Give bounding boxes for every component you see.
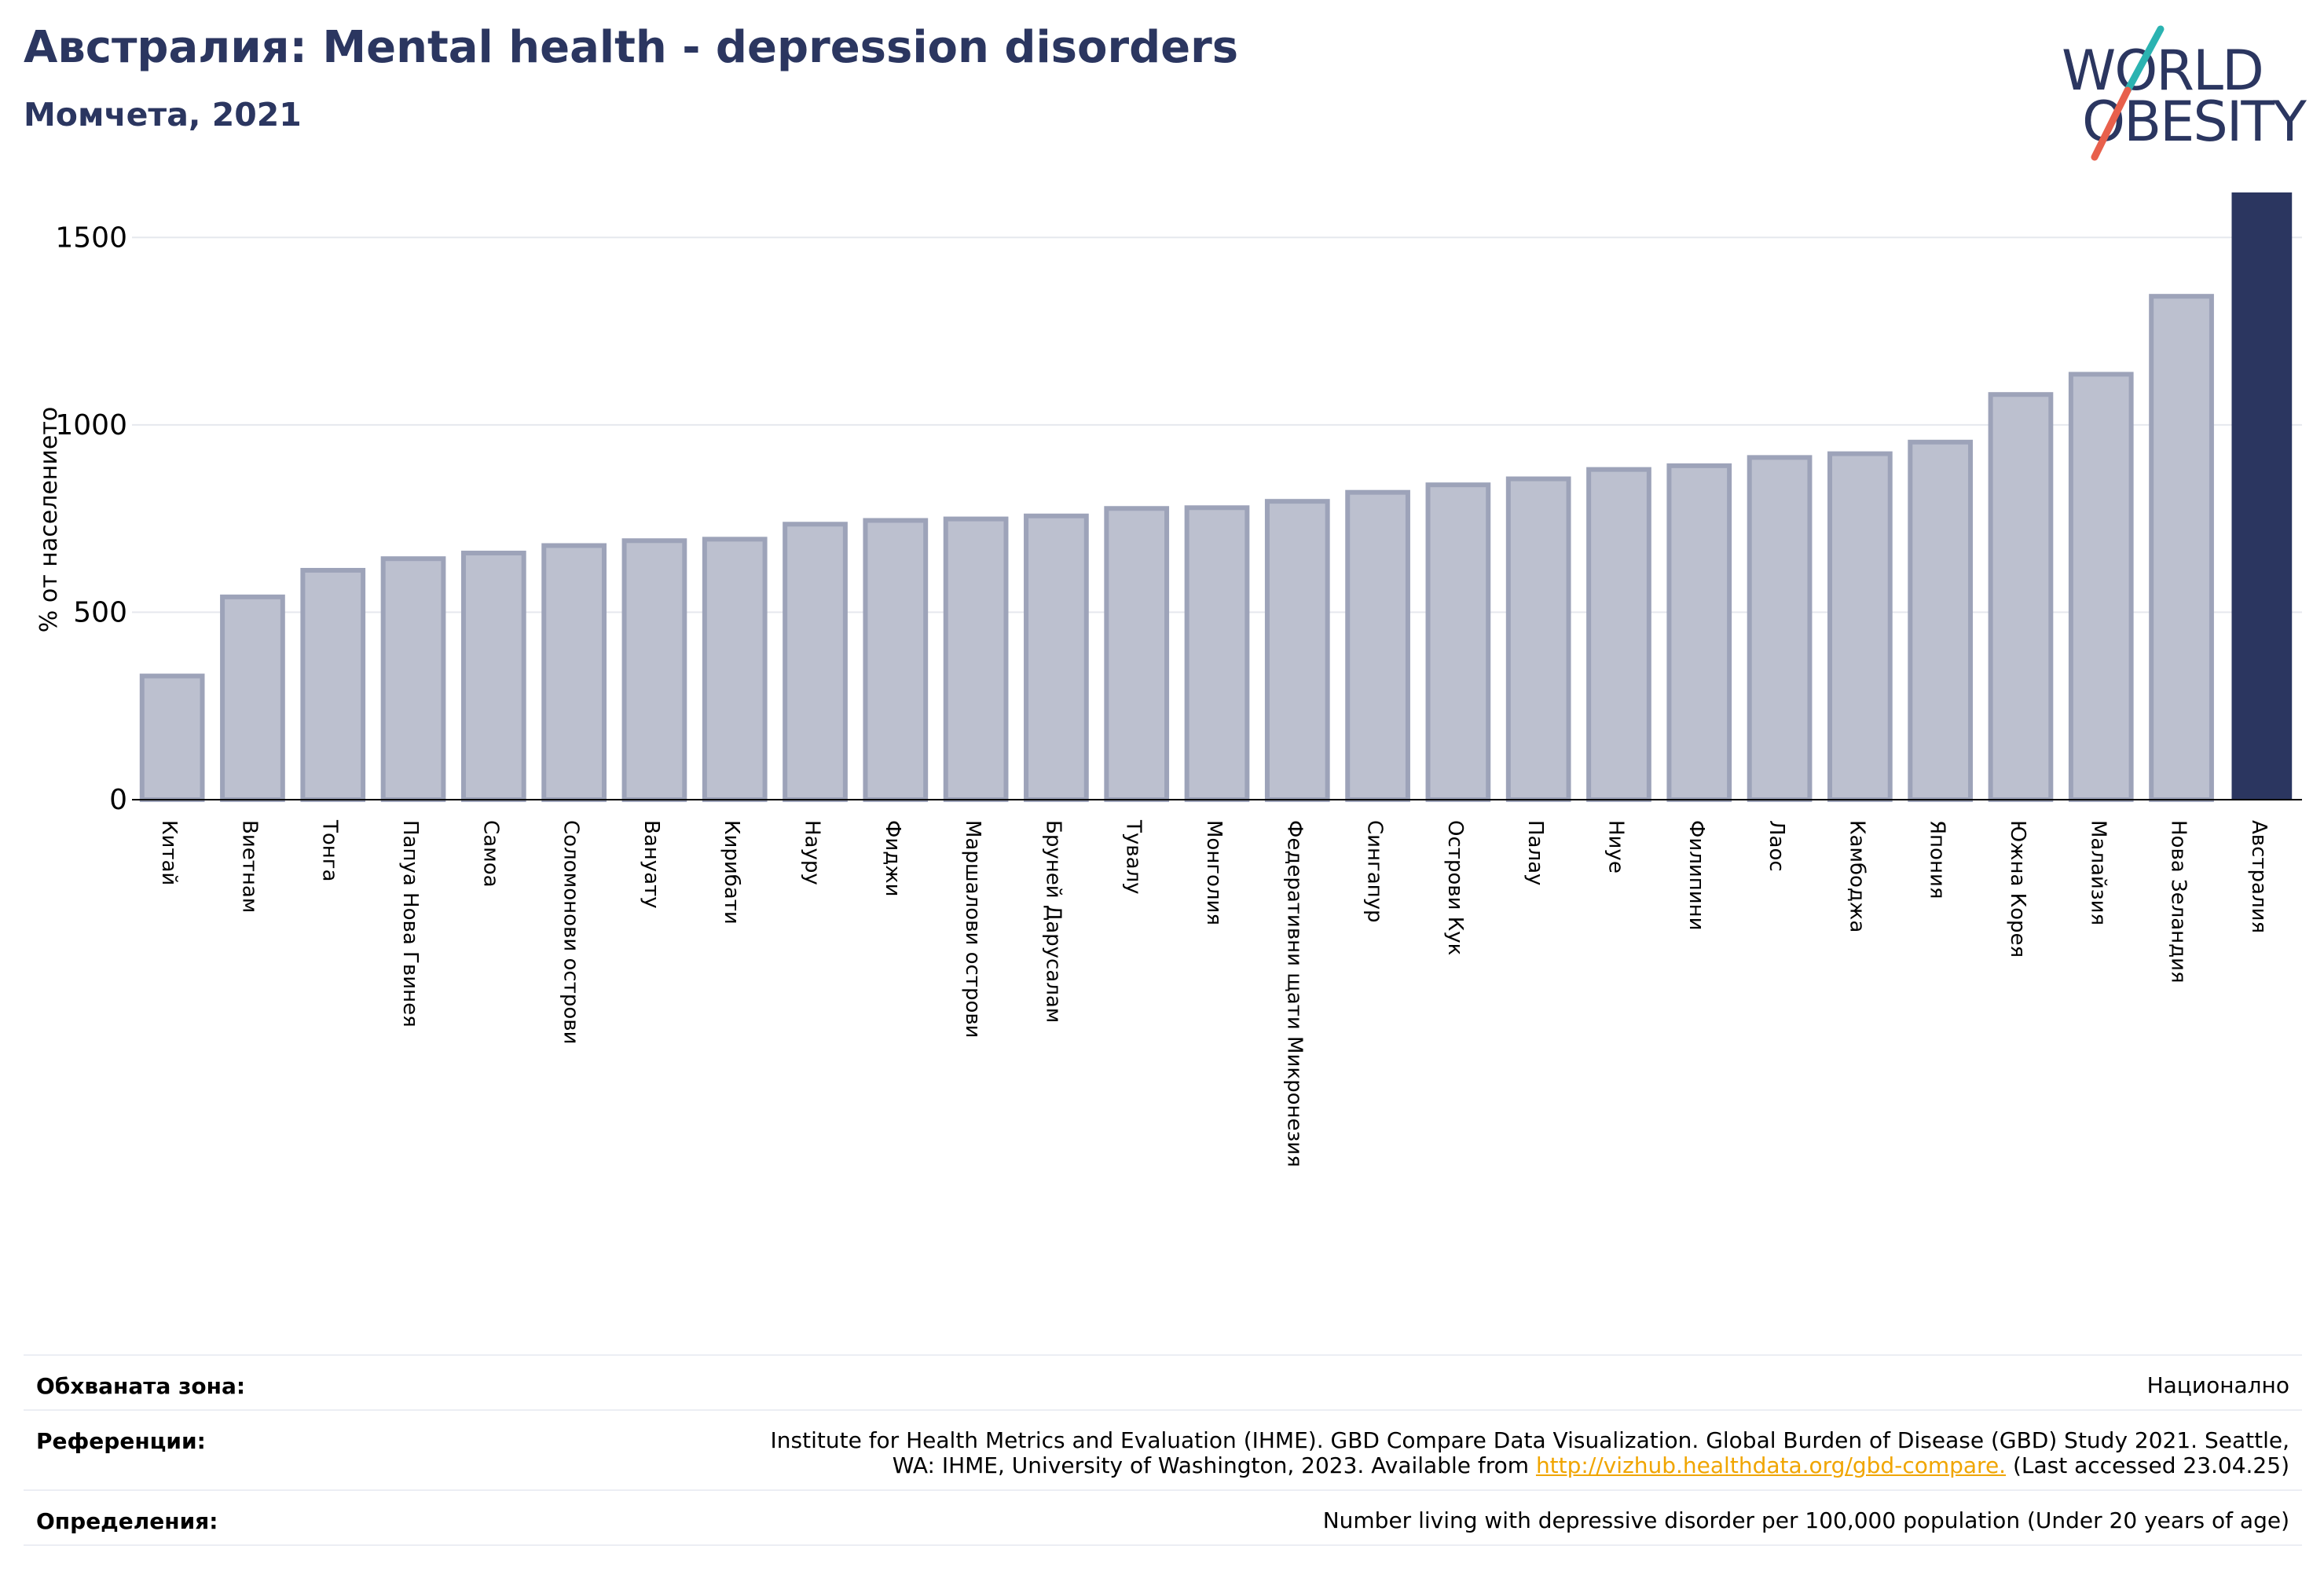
world-obesity-logo: WORLD OBESITY — [2043, 20, 2310, 169]
x-tick-label: Палау — [1523, 820, 1547, 885]
bar[interactable] — [1264, 499, 1330, 802]
bar[interactable] — [702, 537, 768, 803]
y-tick-label: 500 — [73, 596, 127, 628]
x-tick-label: Австралия — [2247, 820, 2271, 933]
bar[interactable] — [1024, 513, 1089, 802]
x-tick-label: Камбоджа — [1845, 820, 1868, 932]
bar-chart: 0 500 1000 1500 Китай Виетнам Тонга Папуа Нова… — [35, 192, 2302, 1167]
bar[interactable] — [1505, 476, 1571, 802]
bar[interactable] — [1425, 482, 1491, 802]
logo-text-world: WORLD — [2062, 38, 2264, 103]
x-tick-label: Федеративни щати Микронезия — [1282, 820, 1306, 1167]
x-tick-label: Соломонови острови — [559, 820, 583, 1044]
x-tick-label: Самоа — [478, 820, 502, 888]
x-tick-label: Малайзия — [2086, 820, 2110, 925]
chart-subtitle: Момчета, 2021 — [24, 96, 302, 134]
y-tick-label: 1000 — [55, 409, 127, 441]
footer-key-coverage: Обхваната зона: — [36, 1373, 246, 1399]
footer-row-definitions: Определения: Number living with depressi… — [24, 1489, 2302, 1546]
bar[interactable] — [783, 522, 848, 802]
bar[interactable] — [220, 594, 285, 803]
logo-slash-icon — [2091, 25, 2165, 161]
x-tick-label: Китай — [157, 820, 181, 885]
footer-value-coverage: Национално — [2146, 1372, 2289, 1398]
bar[interactable] — [2068, 372, 2134, 802]
footer-key-definitions: Определения: — [36, 1508, 218, 1534]
x-tick-label: Лаос — [1765, 820, 1788, 872]
y-tick-label: 0 — [109, 784, 127, 816]
footer-row-references: Референции: Institute for Health Metrics… — [24, 1409, 2302, 1491]
x-tick-label: Монголия — [1202, 820, 1226, 925]
bar[interactable] — [1908, 439, 1974, 802]
x-tick-label: Вануату — [640, 820, 663, 909]
x-tick-label: Южна Корея — [2006, 820, 2029, 958]
bar[interactable] — [2149, 294, 2214, 802]
x-tick-label: Виетнам — [237, 820, 261, 913]
y-axis-label: % от населението — [35, 407, 63, 632]
bar[interactable] — [1666, 463, 1732, 802]
x-tick-label: Сингапур — [1363, 820, 1387, 923]
references-line-1: Institute for Health Metrics and Evaluat… — [770, 1427, 2289, 1453]
references-pre: WA: IHME, University of Washington, 2023… — [892, 1452, 1536, 1479]
chart-title: Австралия: Mental health - depression di… — [24, 22, 1239, 73]
references-post: (Last accessed 23.04.25) — [2006, 1452, 2289, 1479]
bar[interactable] — [943, 516, 1009, 803]
x-tick-label: Филипини — [1684, 820, 1708, 931]
x-tick-label: Ниуе — [1604, 820, 1627, 874]
bar[interactable] — [1104, 506, 1170, 802]
x-axis-labels: Китай Виетнам Тонга Папуа Нова Гвинея Самоа С… — [157, 819, 2271, 1167]
x-tick-label: Тонга — [318, 819, 342, 881]
x-tick-label: Япония — [1926, 820, 1949, 899]
y-axis-ticks: 0 500 1000 1500 — [55, 222, 127, 816]
bar[interactable] — [1184, 505, 1250, 803]
footer-value-definitions: Number living with depressive disorder p… — [1322, 1507, 2289, 1533]
x-tick-label: Науру — [801, 820, 824, 885]
bar[interactable] — [300, 567, 366, 802]
bar[interactable] — [1988, 392, 2054, 802]
footer-value-references: Institute for Health Metrics and Evaluat… — [770, 1427, 2289, 1478]
x-tick-label: Кирибати — [720, 820, 743, 925]
bar[interactable] — [1827, 451, 1893, 802]
bar[interactable] — [460, 551, 526, 802]
bar[interactable] — [621, 538, 687, 802]
bar[interactable] — [380, 556, 446, 802]
y-tick-label: 1500 — [55, 222, 127, 254]
x-tick-label: Нова Зеландия — [2167, 820, 2190, 983]
x-tick-label: Острови Кук — [1443, 820, 1467, 955]
references-link[interactable]: http://vizhub.healthdata.org/gbd-compare… — [1535, 1452, 2007, 1479]
bar[interactable] — [1345, 489, 1410, 802]
x-tick-label: Папуа Нова Гвинея — [398, 820, 422, 1027]
x-tick-label: Фиджи — [881, 820, 904, 897]
x-tick-label: Бруней Дарусалам — [1041, 820, 1065, 1023]
bar[interactable] — [2231, 192, 2293, 800]
bar[interactable] — [139, 673, 205, 803]
bar[interactable] — [863, 518, 929, 802]
x-tick-label: Маршалови острови — [961, 820, 984, 1038]
footer-bottom-border — [24, 1544, 2302, 1546]
bar[interactable] — [541, 543, 607, 802]
bars — [139, 192, 2293, 803]
x-tick-label: Тувалу — [1122, 819, 1146, 895]
footer-key-references: Референции: — [36, 1428, 206, 1454]
references-line-2: WA: IHME, University of Washington, 2023… — [771, 1453, 2289, 1478]
bar[interactable] — [1586, 467, 1651, 802]
bar[interactable] — [1747, 455, 1813, 802]
footer-row-coverage: Обхваната зона: Национално — [24, 1354, 2302, 1436]
